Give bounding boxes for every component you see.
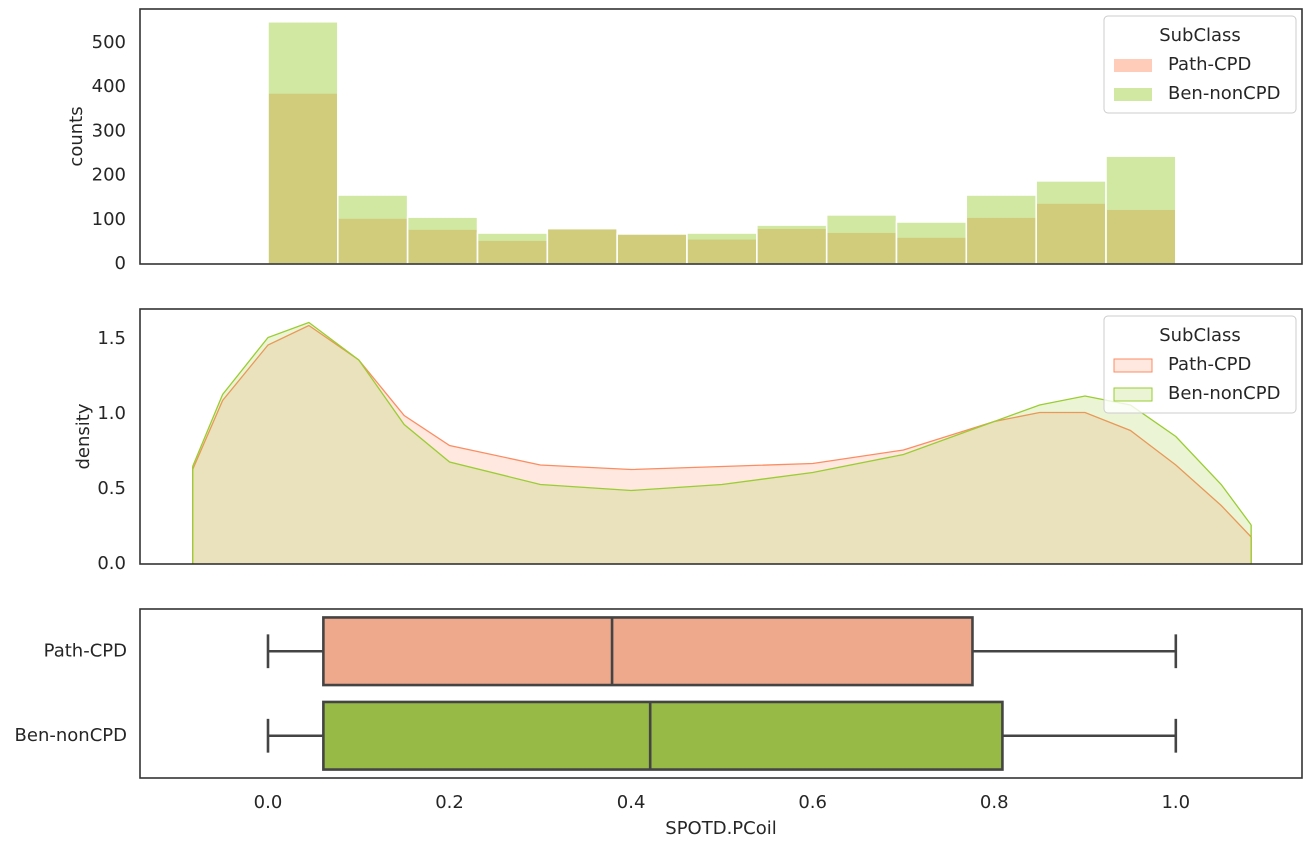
y-tick-label: 0.5	[97, 478, 126, 499]
box	[322, 700, 1004, 771]
legend-swatch	[1113, 387, 1153, 402]
y-axis-label: density	[73, 403, 94, 469]
y-tick-label: 500	[92, 32, 126, 53]
y-tick-label: 1.0	[97, 403, 126, 424]
legend-title: SubClass	[1159, 325, 1241, 346]
density-line	[192, 324, 1252, 538]
histogram-bar	[895, 221, 968, 265]
legend-title: SubClass	[1159, 25, 1241, 46]
histogram-bar	[267, 92, 339, 265]
legend-box	[1103, 15, 1297, 114]
x-tick-label: 0.4	[617, 792, 646, 813]
y-tick-label: 300	[92, 120, 126, 141]
y-tick-label: 400	[92, 76, 126, 97]
y-tick-label: Ben-nonCPD	[15, 725, 127, 746]
histogram-bar	[1035, 180, 1107, 265]
legend-label: Ben-nonCPD	[1168, 383, 1280, 404]
x-tick-label: 0.6	[798, 792, 827, 813]
y-tick-label: 200	[92, 165, 126, 186]
histogram-bar	[406, 216, 479, 265]
y-axis-label: counts	[66, 106, 87, 166]
histogram-bar	[1105, 155, 1177, 265]
histogram-bar	[616, 233, 688, 265]
legend-label: Ben-nonCPD	[1168, 83, 1280, 104]
histogram-bar	[825, 214, 898, 265]
x-tick-label: 1.0	[1161, 792, 1190, 813]
density-fill	[192, 325, 1252, 564]
legend-swatch	[1114, 59, 1152, 72]
y-tick-label: 0	[115, 253, 126, 274]
y-tick-label: 0.0	[97, 553, 126, 574]
histogram-bar	[965, 194, 1037, 265]
histogram-bar	[267, 21, 339, 265]
histogram-bar	[1105, 208, 1177, 265]
x-tick-label: 0.0	[254, 792, 283, 813]
histogram-bar	[337, 217, 409, 265]
histogram-bar	[756, 224, 828, 265]
axes-frame	[139, 608, 1303, 779]
histogram-bar	[337, 194, 409, 265]
legend-swatch	[1114, 88, 1152, 101]
legend-swatch	[1113, 358, 1153, 373]
box	[322, 616, 974, 687]
y-tick-label: 100	[92, 209, 126, 230]
histogram-bar	[476, 232, 549, 265]
x-tick-label: 0.8	[980, 792, 1009, 813]
axes-frame	[139, 8, 1303, 265]
x-axis-label: SPOTD.PCoil	[665, 818, 776, 839]
x-tick-label: 0.2	[435, 792, 464, 813]
axes-frame	[139, 308, 1303, 565]
legend-label: Path-CPD	[1168, 54, 1251, 75]
histogram-bar	[686, 232, 758, 265]
density-fill	[192, 322, 1252, 564]
y-tick-label: 1.5	[97, 328, 126, 349]
histogram-bar	[546, 227, 618, 265]
legend-label: Path-CPD	[1168, 354, 1251, 375]
y-tick-label: Path-CPD	[44, 640, 127, 661]
